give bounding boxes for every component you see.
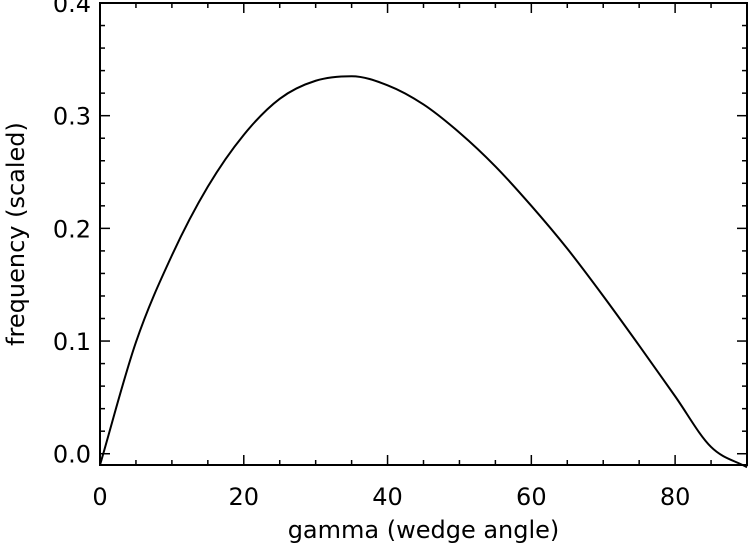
- series-line: [99, 75, 748, 469]
- y-tick-label: 0.0: [53, 441, 91, 469]
- y-axis-title: frequency (scaled): [2, 122, 30, 346]
- x-axis-title: gamma (wedge angle): [288, 516, 560, 544]
- x-tick-label: 20: [229, 483, 260, 511]
- y-tick-label: 0.2: [53, 215, 91, 243]
- x-tick-labels: 0 20 40 60 80: [92, 483, 690, 511]
- axis-ticks: [99, 2, 748, 465]
- x-tick-label: 0: [92, 483, 107, 511]
- y-tick-label: 0.4: [53, 0, 91, 18]
- x-tick-label: 80: [660, 483, 691, 511]
- x-tick-label: 40: [372, 483, 403, 511]
- y-tick-label: 0.1: [53, 328, 91, 356]
- y-tick-labels: 0.0 0.1 0.2 0.3 0.4: [53, 0, 91, 469]
- x-tick-label: 60: [516, 483, 547, 511]
- plot-frame: [99, 2, 748, 466]
- y-tick-label: 0.3: [53, 103, 91, 131]
